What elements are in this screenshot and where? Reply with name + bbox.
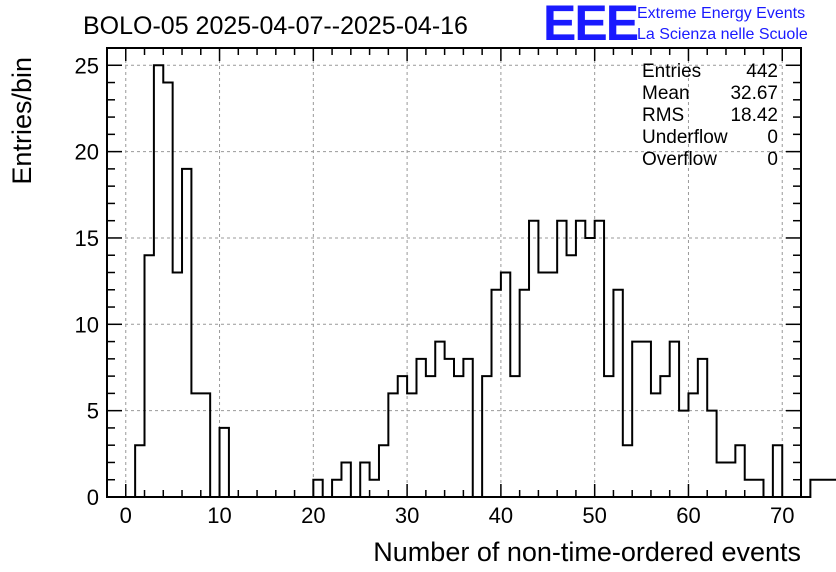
x-tick-label: 60 bbox=[676, 503, 700, 528]
x-tick-label: 40 bbox=[489, 503, 513, 528]
histogram-bin bbox=[416, 359, 425, 497]
histogram-bin bbox=[379, 445, 388, 497]
histogram-bin bbox=[332, 480, 341, 497]
y-tick-label: 15 bbox=[75, 226, 99, 251]
stats-label: Overflow bbox=[642, 149, 717, 170]
x-axis-title: Number of non-time-ordered events bbox=[373, 537, 801, 567]
histogram-bin bbox=[154, 65, 163, 497]
stats-value: 18.42 bbox=[730, 105, 778, 126]
x-tick-label: 70 bbox=[770, 503, 794, 528]
histogram-bin bbox=[810, 480, 819, 497]
axes bbox=[106, 47, 802, 498]
histogram-bin bbox=[501, 273, 510, 498]
histogram-bin bbox=[191, 393, 200, 497]
histogram-bin bbox=[492, 290, 501, 497]
stats-label: Mean bbox=[642, 83, 690, 104]
histogram-bin bbox=[398, 376, 407, 497]
stats-value: 442 bbox=[746, 61, 778, 82]
histogram-bin bbox=[829, 480, 836, 497]
histogram-bin bbox=[623, 445, 632, 497]
histogram-bin bbox=[463, 359, 472, 497]
histogram-bin bbox=[182, 169, 191, 497]
histogram-bin bbox=[435, 342, 444, 497]
histogram-bin bbox=[688, 393, 697, 497]
y-tick-label: 0 bbox=[87, 485, 99, 510]
histogram-bin bbox=[360, 462, 369, 497]
histogram-bin bbox=[613, 290, 622, 497]
x-tick-label: 30 bbox=[395, 503, 419, 528]
logo-eee-mark: EEE bbox=[543, 0, 638, 51]
histogram-bin bbox=[370, 480, 379, 497]
histogram-bin bbox=[510, 376, 519, 497]
x-tick-label: 50 bbox=[582, 503, 606, 528]
histogram-bin bbox=[717, 462, 726, 497]
histogram-bin bbox=[670, 342, 679, 497]
histogram-bin bbox=[707, 411, 716, 497]
stats-value: 32.67 bbox=[730, 83, 778, 104]
histogram-bin bbox=[426, 376, 435, 497]
histogram-bin bbox=[660, 376, 669, 497]
logo: EEE Extreme Energy Events La Scienza nel… bbox=[543, 0, 808, 51]
histogram-bin bbox=[679, 411, 688, 497]
histogram-bin bbox=[735, 445, 744, 497]
x-tick-label: 20 bbox=[301, 503, 325, 528]
histogram-bin bbox=[201, 393, 210, 497]
stats-label: Entries bbox=[642, 61, 701, 82]
histogram-bin bbox=[145, 255, 154, 497]
stats-label: RMS bbox=[642, 105, 684, 126]
histogram-bin bbox=[651, 393, 660, 497]
histogram-bin bbox=[567, 255, 576, 497]
histogram-bin bbox=[341, 462, 350, 497]
y-tick-label: 5 bbox=[87, 399, 99, 424]
histogram-bin bbox=[454, 376, 463, 497]
y-tick-label: 25 bbox=[75, 53, 99, 78]
y-tick-label: 20 bbox=[75, 140, 99, 165]
histogram-bars bbox=[125, 64, 836, 498]
histogram-bin bbox=[407, 393, 416, 497]
histogram-bin bbox=[698, 359, 707, 497]
y-tick-label: 10 bbox=[75, 312, 99, 337]
histogram-bin bbox=[773, 445, 782, 497]
histogram-bin bbox=[632, 342, 641, 497]
logo-line-2: La Scienza nelle Scuole bbox=[637, 26, 808, 43]
stats-value: 0 bbox=[767, 149, 778, 170]
histogram-bin bbox=[388, 393, 397, 497]
histogram-bin bbox=[604, 376, 613, 497]
x-tick-label: 10 bbox=[207, 503, 231, 528]
histogram-bin bbox=[220, 428, 229, 497]
histogram-bin bbox=[445, 359, 454, 497]
histogram-bin bbox=[163, 83, 172, 497]
logo-line-1: Extreme Energy Events bbox=[637, 5, 805, 22]
histogram-bin bbox=[173, 273, 182, 498]
histogram-bin bbox=[576, 221, 585, 497]
x-tick-label: 0 bbox=[120, 503, 132, 528]
histogram-bin bbox=[726, 462, 735, 497]
histogram-bin bbox=[745, 480, 754, 497]
histogram-bin bbox=[529, 221, 538, 497]
stats-value: 0 bbox=[767, 127, 778, 148]
tick-labels: 0 10 20 30 40 50 60 70 0 5 10 15 20 25 bbox=[75, 53, 795, 528]
histogram-bin bbox=[754, 480, 763, 497]
histogram-bin bbox=[313, 480, 322, 497]
histogram-bin bbox=[585, 238, 594, 497]
histogram-bin bbox=[595, 221, 604, 497]
histogram-bin bbox=[642, 342, 651, 497]
chart-title: BOLO-05 2025-04-07--2025-04-16 bbox=[83, 12, 468, 40]
histogram-bin bbox=[520, 290, 529, 497]
histogram-bin bbox=[548, 273, 557, 498]
histogram-bin bbox=[482, 376, 491, 497]
histogram-bin bbox=[557, 221, 566, 497]
y-axis-title: Entries/bin bbox=[7, 57, 37, 185]
histogram-bin bbox=[820, 480, 829, 497]
histogram-bin bbox=[538, 273, 547, 498]
histogram-bin bbox=[135, 445, 144, 497]
histogram-outline bbox=[125, 64, 836, 498]
stats-label: Underflow bbox=[642, 127, 728, 148]
